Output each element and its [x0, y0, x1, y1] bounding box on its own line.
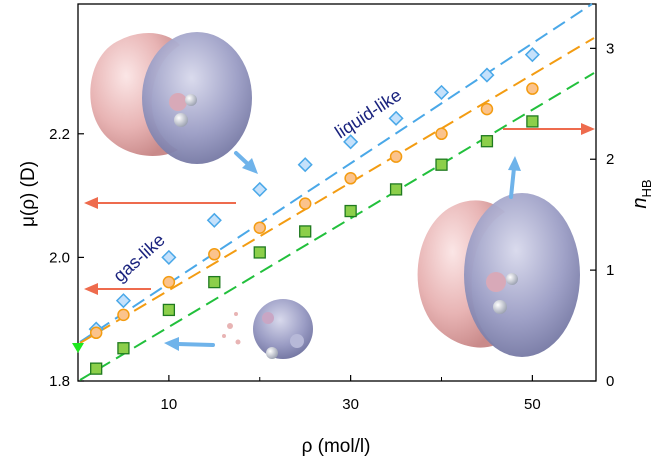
y2-axis-ticks: 0 1 2 3: [590, 40, 614, 390]
diamond-data-point: [479, 67, 495, 83]
circle-data-point: [480, 102, 494, 116]
circle-data-point: [389, 150, 403, 163]
y2-axis-title-sub: HB: [639, 179, 654, 197]
diamond-data-point: [297, 157, 313, 173]
y-tick-label: 1.8: [49, 373, 70, 390]
circle-data-point: [162, 275, 176, 289]
y-tick-label: 2.0: [49, 249, 70, 266]
molecule-orbital-top-left: [90, 32, 252, 164]
square-data-point: [480, 135, 494, 148]
y2-axis-title-main: n: [629, 197, 651, 208]
gas-like-label: gas-like: [109, 230, 168, 286]
x-axis-title: ρ (mol/l): [302, 436, 371, 457]
svg-text:nHB: nHB: [629, 179, 654, 208]
y2-tick-label: 2: [606, 151, 614, 168]
circle-data-point: [435, 127, 448, 141]
circle-data-point: [253, 221, 267, 234]
diamond-data-point: [343, 134, 359, 150]
square-data-point: [299, 225, 312, 238]
diamond-data-point: [388, 110, 404, 126]
circle-data-point: [344, 172, 357, 185]
molecule-fluctuation-small: [222, 299, 313, 359]
square-data-point: [90, 362, 103, 375]
square-data-point: [344, 204, 357, 218]
series-markers: [88, 47, 540, 375]
y-axis-ticks: 1.8 2.0 2.2: [49, 126, 84, 390]
plot-frame: [77, 3, 597, 382]
square-data-point: [389, 183, 403, 196]
diamond-data-point: [206, 212, 222, 228]
diamond-data-point: [252, 181, 268, 197]
circle-data-point: [208, 248, 221, 261]
diamond-data-point: [161, 249, 177, 265]
blue-pointer-arrows: [164, 151, 521, 351]
diamond-data-point: [433, 84, 450, 100]
molecule-orbital-bottom-right: [417, 193, 580, 357]
x-axis-ticks: 10 30 50: [161, 375, 541, 413]
diamond-data-point: [115, 293, 131, 309]
square-data-point: [253, 246, 266, 259]
square-data-point: [435, 158, 448, 171]
y2-tick-label: 0: [606, 373, 614, 390]
x-tick-label: 30: [342, 396, 359, 413]
intercept-triangle-marker: [72, 343, 84, 353]
fit-line-diamond: [79, 3, 593, 343]
x-tick-label: 50: [524, 396, 541, 413]
diamond-data-point: [524, 47, 540, 63]
y2-tick-label: 1: [606, 262, 614, 279]
square-data-point: [208, 275, 221, 289]
circle-data-point: [89, 326, 103, 340]
y2-axis-title: nHB: [629, 179, 654, 208]
x-tick-label: 10: [161, 396, 178, 413]
circle-data-point: [298, 197, 312, 210]
y-axis-title: μ(ρ) (D): [18, 161, 39, 227]
circle-data-point: [117, 308, 130, 322]
circle-data-point: [526, 82, 539, 95]
square-data-point: [526, 115, 539, 128]
fit-line-circle: [79, 37, 595, 344]
fit-line-square: [79, 72, 595, 381]
square-data-point: [162, 303, 176, 317]
plot-area-border: [77, 3, 597, 382]
square-data-point: [117, 342, 130, 355]
y2-tick-label: 3: [606, 40, 614, 57]
y-tick-label: 2.2: [49, 126, 70, 143]
red-arrows: [84, 123, 595, 295]
fit-lines: [79, 3, 595, 381]
